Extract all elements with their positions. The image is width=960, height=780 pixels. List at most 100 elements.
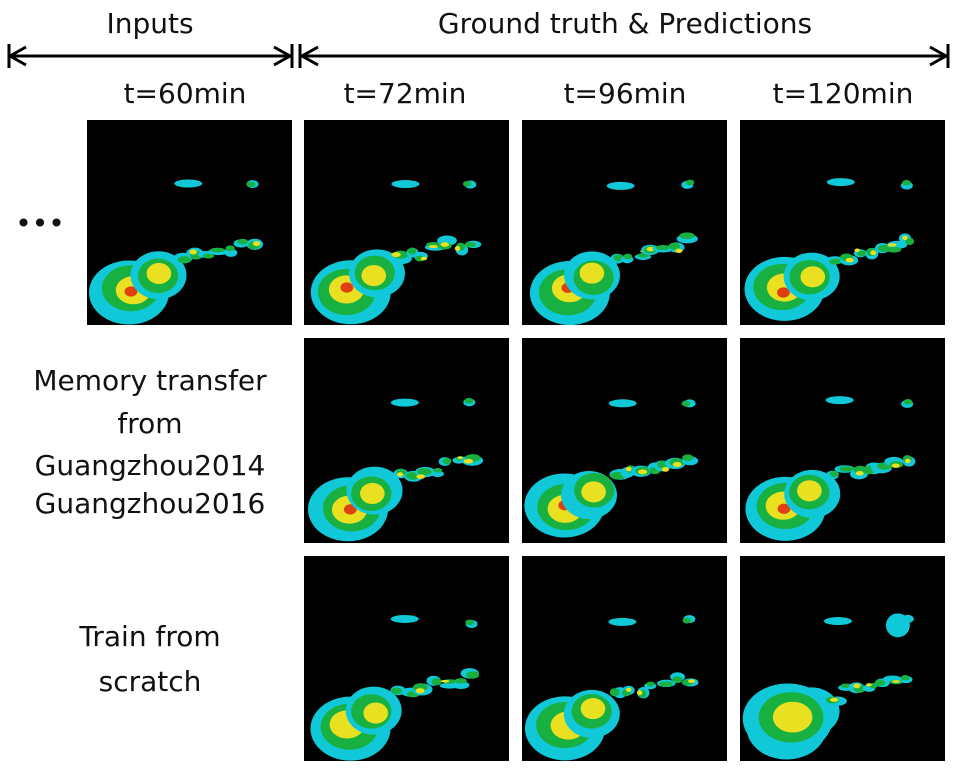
time-label: t=60min <box>124 77 247 110</box>
echo <box>237 238 249 245</box>
echo <box>825 396 854 405</box>
echo <box>679 232 695 239</box>
echo <box>457 456 463 460</box>
echo <box>646 681 656 687</box>
echo <box>885 613 910 638</box>
echo <box>685 179 695 186</box>
echo <box>830 697 839 702</box>
echo <box>246 181 256 188</box>
echo <box>452 681 470 689</box>
echo <box>688 679 696 683</box>
echo <box>465 619 475 626</box>
echo <box>655 245 672 251</box>
radar-image <box>740 338 945 543</box>
echo <box>225 245 235 252</box>
echo <box>891 680 901 683</box>
radar-image <box>304 120 509 325</box>
echo <box>440 679 450 683</box>
echo <box>146 262 172 285</box>
echo <box>661 467 670 472</box>
row-label: Memory transfer <box>33 364 267 397</box>
radar-image <box>522 338 727 543</box>
row-label: Train from <box>78 620 220 653</box>
time-label: t=120min <box>773 77 914 110</box>
echo <box>397 472 404 477</box>
echo <box>464 242 476 248</box>
echo <box>857 250 867 257</box>
echo <box>826 178 855 187</box>
echo <box>464 397 474 404</box>
echo <box>855 470 864 476</box>
inputs-heading: Inputs <box>106 7 193 40</box>
ellipsis: ••• <box>15 207 65 240</box>
echo <box>391 180 420 189</box>
echo <box>675 248 683 254</box>
echo <box>391 687 402 695</box>
echo <box>866 683 872 687</box>
echo <box>829 470 839 478</box>
echo <box>580 698 606 720</box>
echo <box>671 676 683 684</box>
echo <box>454 678 467 684</box>
echo <box>870 250 877 256</box>
radar-image <box>304 338 509 543</box>
radar-image <box>740 556 945 761</box>
echo <box>608 399 637 408</box>
echo <box>623 253 633 260</box>
echo <box>902 179 911 186</box>
echo <box>682 617 692 624</box>
echo <box>636 690 643 696</box>
echo <box>174 179 203 188</box>
radar-images <box>87 120 945 761</box>
echo <box>581 481 606 503</box>
echo <box>800 266 826 288</box>
echo <box>646 246 655 252</box>
echo <box>466 671 480 679</box>
row-label: Guangzhou2014 <box>35 449 266 482</box>
echo <box>681 400 691 407</box>
echo <box>905 237 915 246</box>
echo <box>608 617 637 626</box>
echo <box>454 246 461 251</box>
echo <box>853 683 861 689</box>
echo <box>777 503 791 514</box>
echo <box>391 252 401 258</box>
radar-image <box>304 556 509 761</box>
echo <box>905 458 911 464</box>
echo <box>390 614 419 623</box>
echo <box>340 282 354 293</box>
echo <box>124 286 138 297</box>
echo <box>772 701 813 733</box>
echo <box>407 247 417 255</box>
echo <box>891 463 900 468</box>
echo <box>886 246 902 253</box>
radar-image <box>522 120 727 325</box>
echo <box>682 454 694 461</box>
echo <box>203 253 215 259</box>
echo <box>431 470 444 478</box>
time-label: t=96min <box>564 77 687 110</box>
echo <box>839 466 854 472</box>
echo <box>845 257 854 263</box>
echo <box>668 242 681 250</box>
echo <box>606 181 635 190</box>
echo <box>433 467 443 473</box>
echo <box>625 466 632 472</box>
echo <box>887 243 897 247</box>
ground-truth-heading: Ground truth & Predictions <box>438 7 812 40</box>
echo <box>361 264 387 287</box>
echo <box>874 679 886 687</box>
echo <box>252 241 261 247</box>
echo <box>442 457 452 465</box>
echo <box>462 180 472 187</box>
echo <box>420 256 427 261</box>
echo <box>440 242 450 247</box>
echo <box>360 482 385 505</box>
echo <box>777 287 790 298</box>
echo <box>854 248 861 253</box>
echo <box>625 687 632 692</box>
predictions-arrow <box>298 44 950 68</box>
echo <box>417 468 432 476</box>
echo <box>829 258 842 265</box>
